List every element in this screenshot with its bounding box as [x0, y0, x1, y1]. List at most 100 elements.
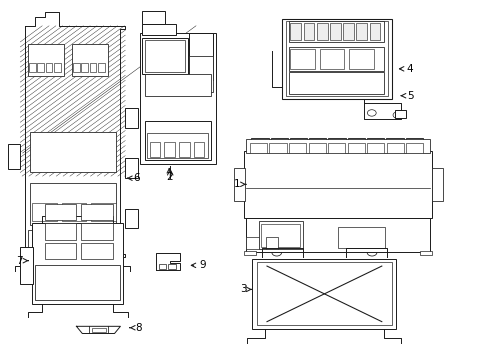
- Bar: [30, 132, 116, 171]
- Bar: [30, 183, 116, 225]
- Bar: [81, 243, 113, 259]
- Bar: [348, 138, 365, 151]
- Text: 1: 1: [234, 179, 246, 189]
- Bar: [140, 33, 216, 164]
- Bar: [125, 108, 138, 128]
- Bar: [164, 142, 175, 157]
- Bar: [125, 158, 138, 178]
- Text: 3: 3: [240, 284, 252, 294]
- Bar: [330, 140, 344, 150]
- Bar: [45, 204, 76, 220]
- Bar: [328, 143, 345, 153]
- Bar: [328, 138, 346, 151]
- Bar: [92, 328, 106, 332]
- Bar: [367, 138, 384, 151]
- Bar: [282, 19, 392, 99]
- Bar: [90, 63, 97, 72]
- Bar: [356, 23, 367, 40]
- Text: 7: 7: [16, 256, 28, 266]
- Bar: [338, 226, 385, 248]
- Bar: [145, 121, 211, 160]
- Bar: [68, 235, 81, 248]
- Bar: [406, 143, 423, 153]
- Bar: [420, 251, 432, 255]
- Bar: [386, 138, 404, 151]
- Bar: [246, 219, 430, 252]
- Bar: [150, 142, 160, 157]
- Bar: [85, 235, 99, 248]
- Bar: [81, 224, 113, 240]
- Bar: [244, 151, 432, 218]
- Bar: [168, 264, 176, 269]
- Bar: [234, 168, 245, 201]
- Bar: [292, 140, 306, 150]
- Bar: [251, 138, 269, 151]
- Bar: [29, 63, 36, 72]
- Bar: [407, 140, 421, 150]
- Bar: [406, 138, 423, 151]
- Bar: [395, 110, 406, 118]
- Bar: [289, 143, 306, 153]
- Bar: [349, 140, 364, 150]
- Bar: [388, 140, 402, 150]
- Bar: [259, 221, 303, 249]
- Bar: [246, 237, 259, 249]
- Text: 5: 5: [401, 91, 414, 101]
- Bar: [179, 142, 190, 157]
- Bar: [145, 73, 211, 96]
- Bar: [32, 235, 46, 248]
- Bar: [270, 138, 288, 151]
- Bar: [261, 224, 300, 247]
- Bar: [37, 63, 44, 72]
- Bar: [290, 138, 307, 151]
- Bar: [246, 139, 430, 153]
- Bar: [143, 39, 188, 74]
- Bar: [125, 209, 138, 228]
- Bar: [143, 12, 165, 24]
- Bar: [189, 33, 214, 80]
- Bar: [81, 63, 88, 72]
- Bar: [289, 72, 384, 94]
- Bar: [54, 63, 61, 72]
- Bar: [286, 22, 388, 96]
- Bar: [252, 259, 396, 329]
- Bar: [367, 143, 384, 153]
- Bar: [343, 23, 354, 40]
- Bar: [289, 47, 384, 71]
- Bar: [62, 203, 86, 221]
- Bar: [45, 243, 76, 259]
- Bar: [432, 168, 443, 201]
- Bar: [309, 143, 326, 153]
- Bar: [291, 23, 301, 40]
- Bar: [253, 140, 267, 150]
- Bar: [145, 40, 185, 72]
- Bar: [32, 203, 57, 221]
- Bar: [266, 237, 278, 249]
- Bar: [291, 49, 315, 69]
- Bar: [50, 235, 64, 248]
- Bar: [270, 143, 287, 153]
- Bar: [272, 140, 287, 150]
- Text: 9: 9: [191, 260, 206, 270]
- Bar: [387, 143, 404, 153]
- Text: 4: 4: [399, 64, 414, 74]
- Bar: [368, 140, 383, 150]
- Bar: [72, 44, 108, 76]
- Bar: [189, 56, 214, 92]
- Bar: [330, 23, 341, 40]
- Bar: [244, 251, 256, 255]
- Bar: [91, 203, 116, 221]
- Bar: [311, 140, 325, 150]
- Bar: [317, 23, 328, 40]
- Bar: [257, 262, 392, 325]
- Bar: [45, 224, 76, 240]
- Bar: [27, 44, 64, 76]
- Bar: [35, 265, 121, 300]
- Bar: [103, 235, 117, 248]
- Bar: [309, 138, 326, 151]
- Bar: [289, 21, 384, 42]
- Bar: [320, 49, 344, 69]
- Bar: [349, 49, 373, 69]
- Text: 6: 6: [127, 173, 140, 183]
- Bar: [81, 204, 113, 220]
